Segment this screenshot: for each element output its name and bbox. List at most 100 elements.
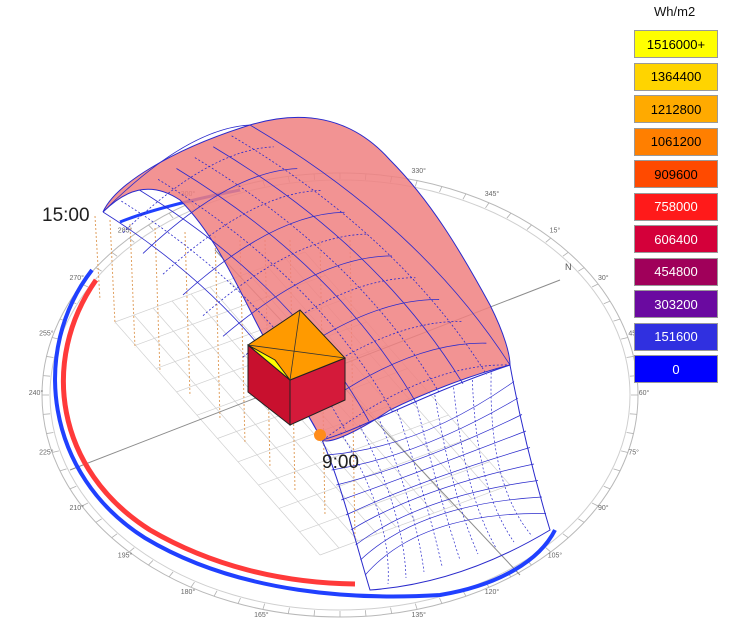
mesh-line: [322, 364, 511, 441]
compass-tick: [506, 212, 512, 219]
compass-ticks: 330° 345° 15° 30° 45° 60° 75° 90° 105° 120° 135° 15…: [29, 167, 650, 618]
compass-tick: [148, 560, 154, 566]
compass-tick: [237, 597, 241, 604]
grid-line: [319, 484, 511, 556]
compass-tick: [46, 356, 54, 358]
mesh-line: [102, 124, 251, 213]
compass-tick: [439, 186, 443, 193]
legend-swatch: 1212800: [634, 95, 718, 123]
mesh-line: [490, 372, 533, 537]
compass-degree-label: 180°: [181, 588, 196, 596]
compass-tick: [626, 432, 634, 434]
compass-tick: [613, 318, 621, 322]
mesh-line: [355, 480, 539, 546]
compass-degree-label: 165°: [254, 611, 269, 618]
compass-tick: [414, 180, 418, 187]
legend-swatch: 454800: [634, 257, 718, 286]
compass-tick: [168, 212, 174, 219]
compass-degree-label: 30°: [598, 274, 609, 282]
compass-tick: [168, 571, 174, 578]
compass-tick: [603, 485, 611, 490]
mesh-line: [213, 146, 464, 384]
drop-line: [94, 215, 101, 301]
mesh-line: [345, 447, 531, 516]
drop-line: [129, 223, 136, 349]
mesh-line: [331, 397, 519, 471]
compass-tick: [414, 603, 418, 610]
time-label-end: 9:00: [322, 452, 359, 473]
mesh-line: [350, 463, 535, 531]
compass-tick: [43, 413, 51, 415]
compass-tick: [129, 547, 135, 553]
compass-tick: [364, 610, 367, 617]
compass-tick: [562, 251, 569, 257]
compass-tick: [603, 300, 611, 305]
compass-tick: [43, 375, 51, 377]
sun-path-arc-blue: [53, 268, 557, 599]
compass-tick: [81, 502, 89, 507]
compass-tick: [190, 581, 195, 588]
compass-tick: [629, 413, 637, 415]
compass-tick: [591, 502, 599, 507]
mesh-line: [359, 424, 407, 579]
compass-degree-label: 60°: [639, 389, 650, 397]
sun-position-marker: [314, 429, 326, 441]
compass-degree-label: 330°: [411, 167, 426, 175]
compass-tick: [262, 603, 266, 610]
compass-degree-label: 105°: [548, 552, 563, 560]
compass-tick: [620, 337, 628, 340]
legend-swatch: 758000: [634, 192, 718, 221]
compass-degree-label: 90°: [598, 504, 609, 512]
compass-tick: [59, 468, 67, 472]
drop-line: [214, 235, 221, 421]
mesh-line: [340, 432, 389, 585]
compass-degree-label: 225°: [39, 449, 54, 457]
legend-swatch: 606400: [634, 225, 718, 253]
mesh-line: [341, 430, 527, 501]
mesh-lower-lines: [326, 372, 547, 585]
compass-tick: [526, 224, 532, 230]
mesh-line: [202, 233, 369, 316]
compass-tick: [46, 432, 54, 434]
compass-tick: [613, 468, 621, 472]
mesh-line: [122, 146, 274, 234]
legend-title: Wh/m2: [654, 4, 696, 19]
mesh-line: [453, 387, 497, 549]
drop-line: [109, 219, 116, 325]
mesh-line: [364, 513, 547, 576]
legend-swatch: 0: [634, 355, 718, 383]
compass-degree-label: 240°: [29, 389, 44, 397]
mesh-line: [194, 157, 440, 394]
compass-tick: [111, 251, 118, 257]
compass-tick: [148, 224, 154, 230]
compass-degree-label: 195°: [118, 552, 133, 560]
compass-degree-label: 120°: [485, 588, 500, 596]
mesh-line: [176, 168, 417, 403]
compass-tick: [485, 202, 490, 209]
compass-degree-label: 75°: [628, 449, 639, 457]
mesh-line: [157, 179, 393, 413]
compass-tick: [591, 283, 599, 288]
legend-swatch: 1364400: [634, 62, 718, 91]
mesh-line: [139, 189, 370, 422]
legend-swatch: 1061200: [634, 127, 718, 156]
compass-tick: [213, 590, 218, 597]
mesh-lower-region: [321, 364, 551, 591]
legend-swatch: 1516000+: [634, 30, 718, 58]
compass-tick: [95, 267, 102, 272]
mesh-line: [249, 124, 511, 366]
compass-tick: [129, 237, 135, 243]
drop-lines: [94, 215, 356, 541]
drop-line: [184, 231, 191, 397]
grid-line: [299, 461, 490, 533]
compass-degree-label: 345°: [485, 190, 500, 198]
compass-tick: [287, 607, 290, 614]
compass-tick: [69, 485, 77, 490]
compass-degree-label: 210°: [69, 504, 84, 512]
compass-degree-label: 45°: [628, 329, 639, 337]
compass-tick: [578, 267, 585, 272]
mesh-line: [396, 409, 443, 567]
compass-tick: [562, 533, 569, 539]
compass-tick: [545, 547, 551, 553]
